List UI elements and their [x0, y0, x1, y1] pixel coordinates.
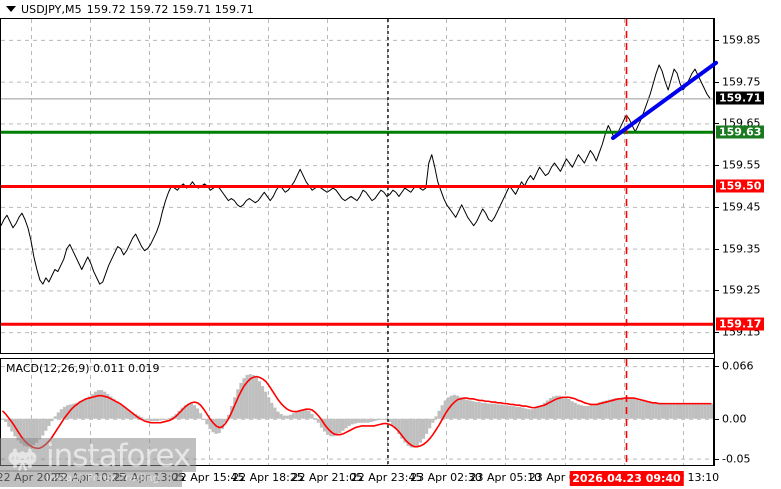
macd-axis-label: 0.066 [722, 359, 754, 373]
ohlc-values: 159.72 159.72 159.71 159.71 [86, 2, 254, 16]
red-level-tag-upper: 159.50 [716, 179, 765, 193]
price-axis-tick [714, 39, 719, 41]
time-axis-label: 22 Apr 23:45 [350, 471, 423, 484]
price-axis-tick [714, 248, 719, 250]
macd-panel[interactable] [0, 358, 714, 466]
price-axis-tick [714, 332, 719, 334]
green-level-tag: 159.63 [716, 125, 765, 139]
macd-axis-tick [714, 366, 719, 368]
macd-legend: MACD(12,26,9) 0.011 0.019 [6, 362, 160, 375]
time-axis-label: 22 Apr 21:05 [291, 471, 364, 484]
macd-axis-tick [714, 458, 719, 460]
price-axis-tick [714, 206, 719, 208]
macd-axis-label: 0.00 [722, 412, 747, 426]
instaforex-gear-icon [6, 446, 40, 480]
price-axis-label: 159.35 [722, 242, 761, 256]
price-axis-label: 159.25 [722, 283, 761, 297]
chart-header: USDJPY,M5 159.72 159.72 159.71 159.71 [0, 0, 781, 18]
watermark-brand: instaforex [46, 438, 191, 474]
instaforex-watermark: instaforex Instant Forex Trading [6, 438, 191, 484]
symbol-label: USDJPY,M5 [21, 2, 82, 16]
time-axis-label: 22 Apr 15:45 [172, 471, 245, 484]
caret-down-icon[interactable] [6, 6, 16, 12]
watermark-backdrop-lower [0, 470, 182, 487]
price-axis-tick [714, 123, 719, 125]
price-axis-tick [714, 290, 719, 292]
time-axis-label: 22 Apr 18:25 [232, 471, 304, 484]
price-chart-panel[interactable] [0, 18, 714, 354]
price-axis-label: 159.55 [722, 158, 761, 172]
price-axis-column [714, 18, 781, 466]
price-axis-label: 159.45 [722, 200, 761, 214]
macd-axis-tick [714, 418, 719, 420]
macd-axis-label: -0.05 [722, 452, 751, 466]
time-axis-label: 23 Apr 02:30 [410, 471, 482, 484]
cursor-time-label: 2026.04.23 09:40 [569, 471, 684, 486]
current-price-tag: 159.71 [716, 91, 765, 105]
red-level-tag-lower: 159.17 [716, 317, 765, 331]
price-axis-tick [714, 81, 719, 83]
time-axis-label: 23 Apr 05:10 [469, 471, 542, 484]
watermark-tagline: Instant Forex Trading [46, 473, 160, 484]
price-axis-tick [714, 165, 719, 167]
price-axis-label: 159.75 [722, 75, 761, 89]
price-axis-label: 159.85 [722, 33, 761, 47]
